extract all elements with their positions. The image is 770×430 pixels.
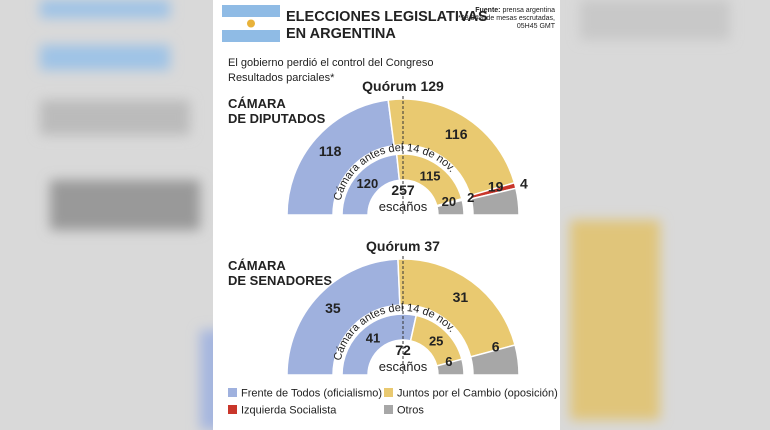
quorum: Quórum 37 xyxy=(366,238,440,254)
quorum: Quórum 129 xyxy=(362,78,444,94)
chamber-title: DE DIPUTADOS xyxy=(228,111,326,126)
legend-label: Otros xyxy=(397,405,424,417)
legend-swatch xyxy=(384,388,393,397)
source-text: prensa argentina xyxy=(502,7,555,14)
chamber-title: DE SENADORES xyxy=(228,273,332,288)
note: 05H45 GMT xyxy=(517,23,556,30)
value-label: 115 xyxy=(420,168,441,183)
title: EN ARGENTINA xyxy=(286,26,396,42)
quorum-value: 37 xyxy=(424,238,440,254)
value-label: 118 xyxy=(319,143,342,159)
value-label: 41 xyxy=(366,331,380,346)
value-label: 116 xyxy=(445,126,468,142)
total-label: escaños xyxy=(379,359,428,374)
value-label: 19 xyxy=(488,178,504,194)
chamber-title: CÁMARA xyxy=(228,96,286,111)
seat-arc xyxy=(435,358,465,376)
source: Fuente: prensa argentina xyxy=(475,7,555,14)
value-label: 6 xyxy=(492,338,500,354)
value-label: 35 xyxy=(325,300,341,316)
title: ELECCIONES LEGISLATIVAS xyxy=(286,9,488,25)
value-label: 120 xyxy=(356,176,378,191)
value-label: 2 xyxy=(467,190,474,205)
seat-arc xyxy=(436,199,465,216)
legend-label: Izquierda Socialista xyxy=(241,405,337,417)
value-label: 20 xyxy=(442,194,456,209)
legend-swatch xyxy=(228,405,237,414)
chamber-title: CÁMARA xyxy=(228,258,286,273)
subtitle: El gobierno perdió el control del Congre… xyxy=(228,57,433,69)
legend-swatch xyxy=(228,388,237,397)
value-label: 31 xyxy=(453,289,469,305)
total: 72 xyxy=(395,342,411,358)
quorum-label: Quórum xyxy=(366,238,420,254)
quorum-value: 129 xyxy=(420,78,444,94)
legend-label: Juntos por el Cambio (oposición) xyxy=(397,388,558,400)
value-label: 6 xyxy=(445,354,452,369)
seat-arc xyxy=(469,344,520,376)
legend-swatch xyxy=(384,405,393,414)
value-label: 25 xyxy=(429,333,443,348)
total-label: escaños xyxy=(379,199,428,214)
seat-arc xyxy=(470,187,520,216)
note: *98,84% de mesas escrutadas, xyxy=(458,15,555,22)
total: 257 xyxy=(391,182,415,198)
quorum-label: Quórum xyxy=(362,78,416,94)
flag xyxy=(222,5,280,42)
source-label: Fuente: xyxy=(475,7,500,14)
value-label: 4 xyxy=(520,175,528,191)
subtitle: Resultados parciales* xyxy=(228,72,335,84)
legend-label: Frente de Todos (oficialismo) xyxy=(241,388,382,400)
blurred-background xyxy=(40,0,730,430)
